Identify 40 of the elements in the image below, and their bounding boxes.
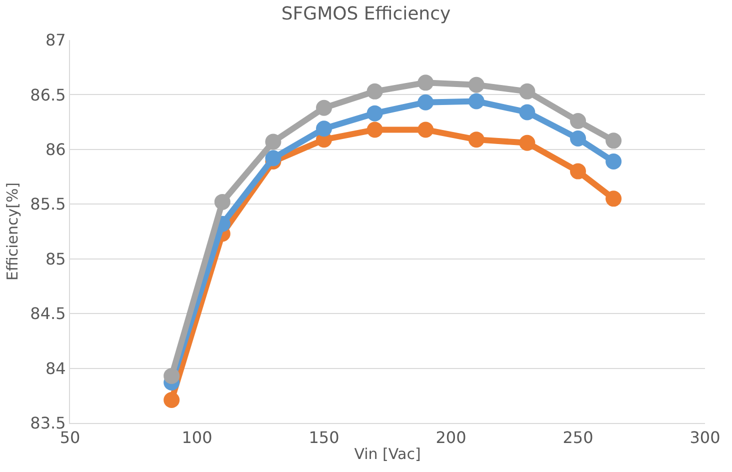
y-tick-label: 87 (45, 30, 66, 50)
point (316, 100, 332, 116)
y-tick-label: 84 (45, 358, 66, 378)
point (570, 163, 586, 180)
point (468, 76, 484, 93)
point (519, 104, 536, 120)
point (519, 83, 536, 100)
y-tick-label: 85 (45, 249, 66, 268)
x-tick-label: 100 (182, 428, 212, 448)
point (164, 368, 180, 384)
point (366, 122, 383, 138)
point (164, 392, 180, 408)
point (519, 134, 536, 151)
y-tick-label: 86.5 (30, 85, 66, 104)
x-tick-label: 250 (562, 428, 594, 448)
point (366, 105, 383, 122)
point (265, 150, 282, 166)
point (468, 93, 484, 110)
point (265, 134, 282, 150)
x-tick-label: 150 (308, 428, 340, 448)
y-axis-title: Efficiency[%] (3, 182, 22, 281)
chart-title: SFGMOS Efficiency (281, 4, 451, 25)
point (418, 122, 434, 138)
x-axis-title: Vin [Vac] (354, 445, 421, 464)
y-tick-label: 85.5 (30, 194, 66, 214)
point (418, 74, 434, 91)
x-tick-label: 200 (436, 428, 466, 448)
point (316, 120, 332, 137)
point (366, 83, 383, 100)
y-tick-label: 86 (45, 140, 66, 160)
point (606, 132, 622, 149)
y-tick-label: 84.5 (30, 304, 66, 324)
point (570, 130, 586, 146)
point (606, 153, 622, 170)
point (214, 194, 230, 210)
point (468, 132, 484, 148)
x-tick-label: 300 (690, 428, 720, 448)
point (418, 94, 434, 110)
point (570, 112, 586, 129)
point (606, 190, 622, 207)
